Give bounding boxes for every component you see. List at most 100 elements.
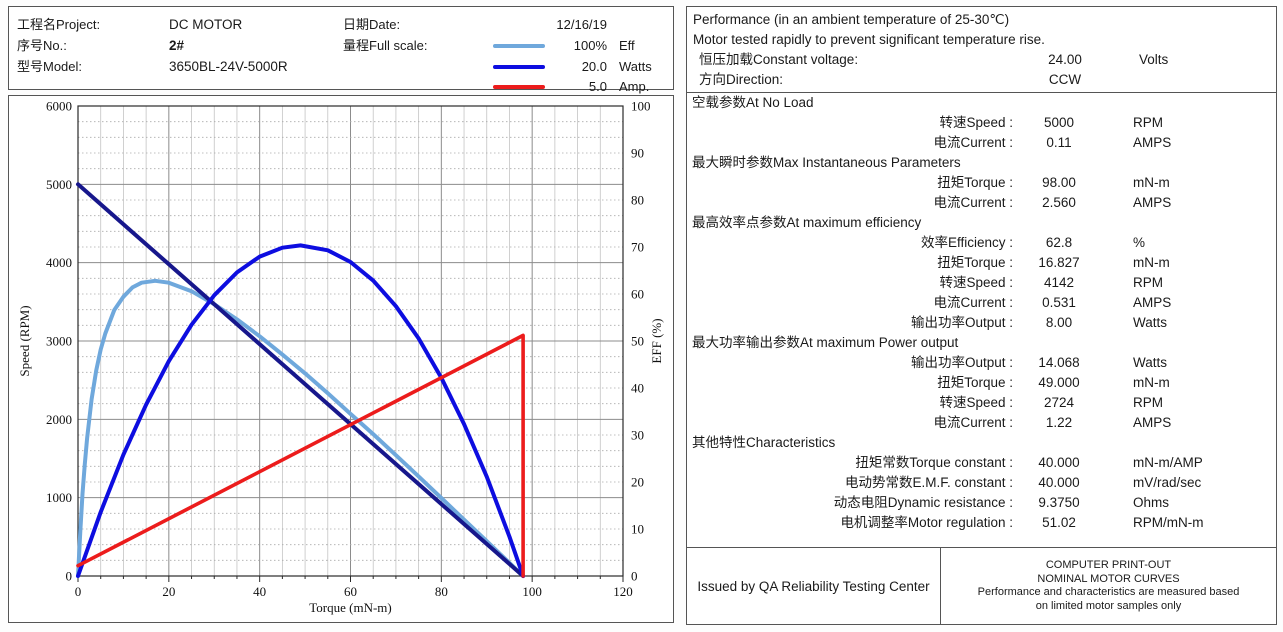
row-value: 16.827 <box>1038 255 1080 270</box>
number-label: 序号No.: <box>17 38 67 53</box>
number-value: 2# <box>169 38 185 53</box>
performance-title: Performance (in an ambient temperature o… <box>693 12 1010 27</box>
row-label: 扭矩Torque : <box>937 175 1013 190</box>
series-speed-line <box>76 182 526 578</box>
row-unit: RPM <box>1133 395 1163 410</box>
parameter-row: 扭矩Torque : 49.000 mN-m <box>687 373 1276 393</box>
row-unit: AMPS <box>1133 195 1172 210</box>
chart-canvas: 0 20 40 60 80 100 1200100020003000400050006000… <box>17 99 664 616</box>
axis-tick-label: 90 <box>631 146 644 161</box>
row-value: 2724 <box>1043 395 1075 410</box>
row-label: 扭矩常数Torque constant : <box>855 455 1013 470</box>
legend-unit-eff: Eff <box>619 38 635 53</box>
parameter-row: 效率Efficiency : 62.8% <box>687 233 1276 253</box>
row-unit: AMPS <box>1133 295 1172 310</box>
row-unit: % <box>1133 235 1146 250</box>
row-unit: Watts <box>1133 315 1168 330</box>
constant-voltage-value: 24.00 <box>1048 52 1082 67</box>
section-title: 空载参数At No Load <box>692 95 814 110</box>
axis-tick-label: 3000 <box>46 334 72 349</box>
axis-tick-label: 0 <box>66 569 73 584</box>
parameter-sections: 空载参数At No Load 转速Speed : 5000 RPM 电流Current … <box>687 93 1276 533</box>
axis-tick-label: 50 <box>631 334 644 349</box>
row-value: 40.000 <box>1038 475 1080 490</box>
legend-value-eff: 100% <box>573 38 607 53</box>
row-value: 1.22 <box>1045 415 1073 430</box>
printout-note-line: COMPUTER PRINT-OUT <box>1045 559 1172 571</box>
row-unit: mN-m <box>1133 255 1170 270</box>
row-unit: AMPS <box>1133 135 1172 150</box>
parameter-row: 扭矩Torque : 98.00 mN-m <box>687 173 1276 193</box>
date-value: 12/16/19 <box>556 17 607 32</box>
project-value: DC MOTOR <box>169 17 243 32</box>
row-label: 电动势常数E.M.F. constant : <box>844 475 1013 490</box>
series-watts-line <box>76 243 526 578</box>
axis-tick-label: 1000 <box>46 490 72 505</box>
row-label: 输出功率Output : <box>910 355 1013 370</box>
section-title: 最高效率点参数At maximum efficiency <box>692 215 922 230</box>
parameter-row: 电流Current : 0.531 AMPS <box>687 293 1276 313</box>
direction-value: CCW <box>1048 72 1082 87</box>
row-unit: RPM <box>1133 275 1163 290</box>
date-label: 日期Date: <box>343 17 401 32</box>
row-label: 扭矩Torque : <box>937 375 1013 390</box>
axis-tick-label: 2000 <box>46 412 72 427</box>
parameter-row: 动态电阻Dynamic resistance : 9.3750 Ohms <box>687 493 1276 513</box>
row-unit: Ohms <box>1133 495 1170 510</box>
axis-tick-label: 80 <box>631 193 644 208</box>
printout-note-cell: COMPUTER PRINT-OUT NOMINAL MOTOR CURVES Pe… <box>941 548 1276 624</box>
axis-tick-label: 30 <box>631 428 644 443</box>
row-value: 49.000 <box>1038 375 1080 390</box>
parameter-row: 电流Current : 1.22 AMPS <box>687 413 1276 433</box>
row-label: 电流Current : <box>933 195 1013 210</box>
axis-tick-label: 70 <box>631 240 644 255</box>
row-value: 8.00 <box>1045 315 1073 330</box>
row-value: 2.560 <box>1042 195 1076 210</box>
legend-swatch-eff <box>493 44 545 48</box>
row-label: 转速Speed : <box>939 395 1013 410</box>
parameter-row: 输出功率Output : 14.068 Watts <box>687 353 1276 373</box>
project-label: 工程名Project: <box>17 17 101 32</box>
parameter-row: 电流Current : 0.11 AMPS <box>687 133 1276 153</box>
legend-unit-amp: Amp. <box>619 79 650 94</box>
axis-tick-label: 20 <box>162 584 175 599</box>
row-label: 转速Speed : <box>939 115 1013 130</box>
constant-voltage-row: 恒压加载Constant voltage: 24.00 Volts <box>693 50 1270 70</box>
motor-curves-chart: 0 20 40 60 80 100 120 0 1000 2000 3000 4000 5000 6000… <box>8 95 674 623</box>
axis-tick-label: 0 <box>631 569 638 584</box>
axis-tick-label: 6000 <box>46 99 72 114</box>
legend-swatch-amp <box>493 85 545 89</box>
row-value: 0.11 <box>1046 135 1072 150</box>
constant-voltage-unit: Volts <box>1139 52 1169 67</box>
axis-tick-label: 60 <box>344 584 357 599</box>
section-title: 最大瞬时参数Max Instantaneous Parameters <box>692 155 961 170</box>
section-title: 最大功率输出参数At maximum Power output <box>692 335 959 350</box>
row-label: 转速Speed : <box>939 275 1013 290</box>
constant-voltage-label: 恒压加载Constant voltage: <box>699 52 859 67</box>
row-unit: mV/rad/sec <box>1133 475 1202 490</box>
parameter-row: 转速Speed : 2724 RPM <box>687 393 1276 413</box>
row-label: 动态电阻Dynamic resistance : <box>833 495 1013 510</box>
model-value: 3650BL-24V-5000R <box>169 59 288 74</box>
y-right-axis-title: EFF (%) <box>649 318 664 363</box>
project-header-table: 工程名Project: DC MOTOR 序号No.: 2# 型号Model: … <box>8 6 674 94</box>
parameter-row: 电动势常数E.M.F. constant : 40.000 mV/rad/sec <box>687 473 1276 493</box>
row-unit: mN-m/AMP <box>1133 455 1203 470</box>
axis-tick-label: 5000 <box>46 177 72 192</box>
printout-note-line: NOMINAL MOTOR CURVES <box>1037 572 1180 585</box>
axis-tick-label: 40 <box>253 584 266 599</box>
model-label: 型号Model: <box>17 59 83 74</box>
parameter-row: 电机调整率Motor regulation : 51.02 RPM/mN-m <box>687 513 1276 533</box>
row-label: 扭矩Torque : <box>937 255 1013 270</box>
parameter-row: 输出功率Output : 8.00 Watts <box>687 313 1276 333</box>
axis-tick-label: 60 <box>631 287 644 302</box>
axis-tick-label: 20 <box>631 475 644 490</box>
issued-by-cell: Issued by QA Reliability Testing Center <box>687 548 941 624</box>
row-value: 14.068 <box>1038 355 1080 370</box>
series-eff-line <box>76 278 526 578</box>
axis-tick-label: 100 <box>631 99 651 114</box>
axis-tick-label: 100 <box>522 584 542 599</box>
legend-value-watts: 20.0 <box>581 59 607 74</box>
parameter-row: 转速Speed : 5000 RPM <box>687 113 1276 133</box>
axis-tick-label: 0 <box>75 584 82 599</box>
